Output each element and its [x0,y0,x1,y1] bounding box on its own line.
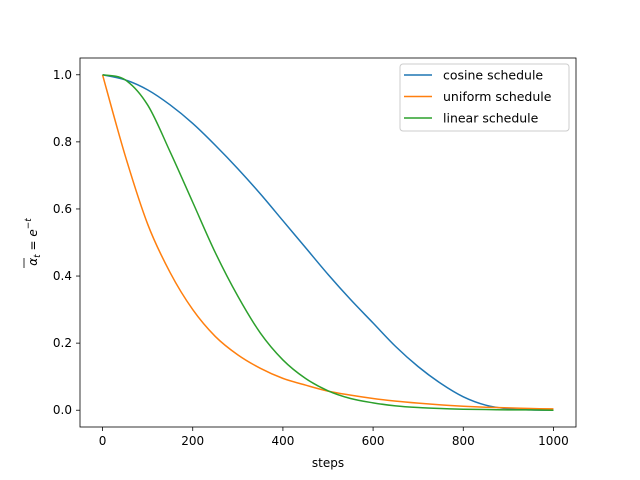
y-axis-ticks: 0.0 0.2 0.4 0.6 0.8 1.0 [53,68,80,417]
x-tick-label: 600 [362,434,385,448]
legend-label-linear-schedule: linear schedule [443,111,539,126]
x-axis-label: steps [312,456,344,470]
x-tick-label: 400 [271,434,294,448]
x-tick-label: 0 [99,434,107,448]
series-lines [101,74,554,411]
y-tick-label: 0.2 [53,336,72,350]
legend-box [399,63,570,132]
legend-label-cosine-schedule: cosine schedule [443,68,543,83]
series-line-cosine-schedule [102,74,554,411]
x-tick-label: 800 [452,434,475,448]
series-line-linear-schedule [102,74,554,411]
y-tick-label: 0.8 [53,135,72,149]
legend: cosine schedule uniform schedule linear sc… [399,63,570,132]
y-axis-label: αt = e−t [23,218,43,268]
y-axis-label-eq: = e [26,229,40,254]
y-tick-label: 1.0 [53,68,72,82]
axes-frame [79,57,577,428]
x-axis-ticks: 0 200 400 600 800 1000 [99,427,569,448]
y-tick-label: 0.6 [53,202,72,216]
x-tick-label: 200 [181,434,204,448]
y-axis-label-base: α [26,258,40,266]
y-axis-label-sup: −t [24,218,34,230]
y-axis-label-sub: t [33,254,43,258]
legend-label-uniform-schedule: uniform schedule [443,89,552,104]
x-tick-label: 1000 [538,434,569,448]
y-tick-label: 0.0 [53,403,72,417]
svg-text:αt = e−t: αt = e−t [24,218,43,266]
y-tick-label: 0.4 [53,269,72,283]
